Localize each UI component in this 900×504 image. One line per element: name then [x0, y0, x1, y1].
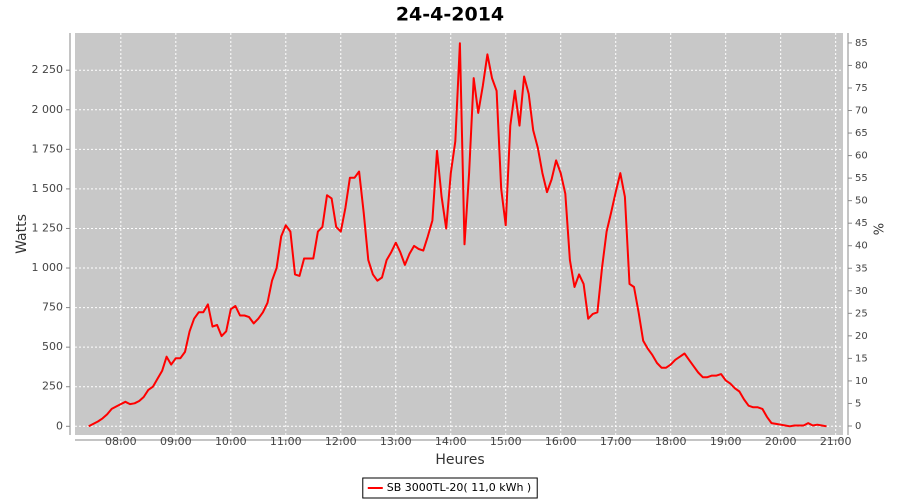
x-tick-label: 16:00 — [545, 435, 577, 448]
chart-title: 24-4-2014 — [396, 4, 504, 26]
y2-tick-label: 10 — [855, 376, 868, 387]
x-tick-label: 12:00 — [325, 435, 357, 448]
y2-tick-label: 35 — [855, 263, 868, 274]
y-axis-label: Watts — [14, 214, 30, 254]
x-tick-label: 14:00 — [435, 435, 467, 448]
x-tick-label: 08:00 — [105, 435, 137, 448]
y2-tick-label: 5 — [855, 398, 861, 409]
legend-box — [362, 477, 538, 499]
y2-tick-label: 60 — [855, 151, 868, 162]
y-tick-label: 1 500 — [32, 182, 64, 195]
x-tick-label: 10:00 — [215, 435, 247, 448]
y-tick-label: 750 — [42, 301, 63, 314]
y-tick-label: 500 — [42, 340, 63, 353]
y2-tick-label: 0 — [855, 421, 861, 432]
x-axis-label: Heures — [435, 452, 484, 468]
y-tick-label: 2 250 — [32, 63, 64, 76]
x-tick-label: 13:00 — [380, 435, 412, 448]
y2-tick-label: 25 — [855, 308, 868, 319]
data-line — [88, 42, 827, 428]
y2-axis-label: % — [873, 223, 888, 235]
legend-label: SB 3000TL-20( 11,0 kWh ) — [387, 481, 531, 494]
x-tick-label: 19:00 — [710, 435, 742, 448]
y2-tick-label: 75 — [855, 83, 868, 94]
y2-tick-label: 40 — [855, 241, 868, 252]
x-tick-label: 15:00 — [490, 435, 522, 448]
y2-tick-label: 55 — [855, 173, 868, 184]
y2-tick-label: 30 — [855, 286, 868, 297]
x-tick-label: 18:00 — [655, 435, 687, 448]
x-tick-label: 17:00 — [600, 435, 632, 448]
y-tick-label: 1 750 — [32, 142, 64, 155]
y-tick-label: 250 — [42, 380, 63, 393]
x-tick-label: 20:00 — [765, 435, 797, 448]
y-tick-label: 1 000 — [32, 261, 64, 274]
y2-tick-label: 15 — [855, 353, 868, 364]
y2-tick-label: 45 — [855, 218, 868, 229]
x-tick-label: 09:00 — [160, 435, 192, 448]
y2-tick-label: 20 — [855, 331, 868, 342]
x-tick-label: 11:00 — [270, 435, 302, 448]
x-tick-label: 21:00 — [820, 435, 852, 448]
y-tick-label: 0 — [56, 419, 63, 432]
y2-tick-label: 85 — [855, 38, 868, 49]
y2-tick-label: 50 — [855, 196, 868, 207]
y2-tick-label: 70 — [855, 106, 868, 117]
y2-tick-label: 80 — [855, 60, 868, 71]
plot-area — [75, 33, 843, 435]
y2-tick-label: 65 — [855, 128, 868, 139]
y-tick-label: 2 000 — [32, 103, 64, 116]
y-tick-label: 1 250 — [32, 221, 64, 234]
